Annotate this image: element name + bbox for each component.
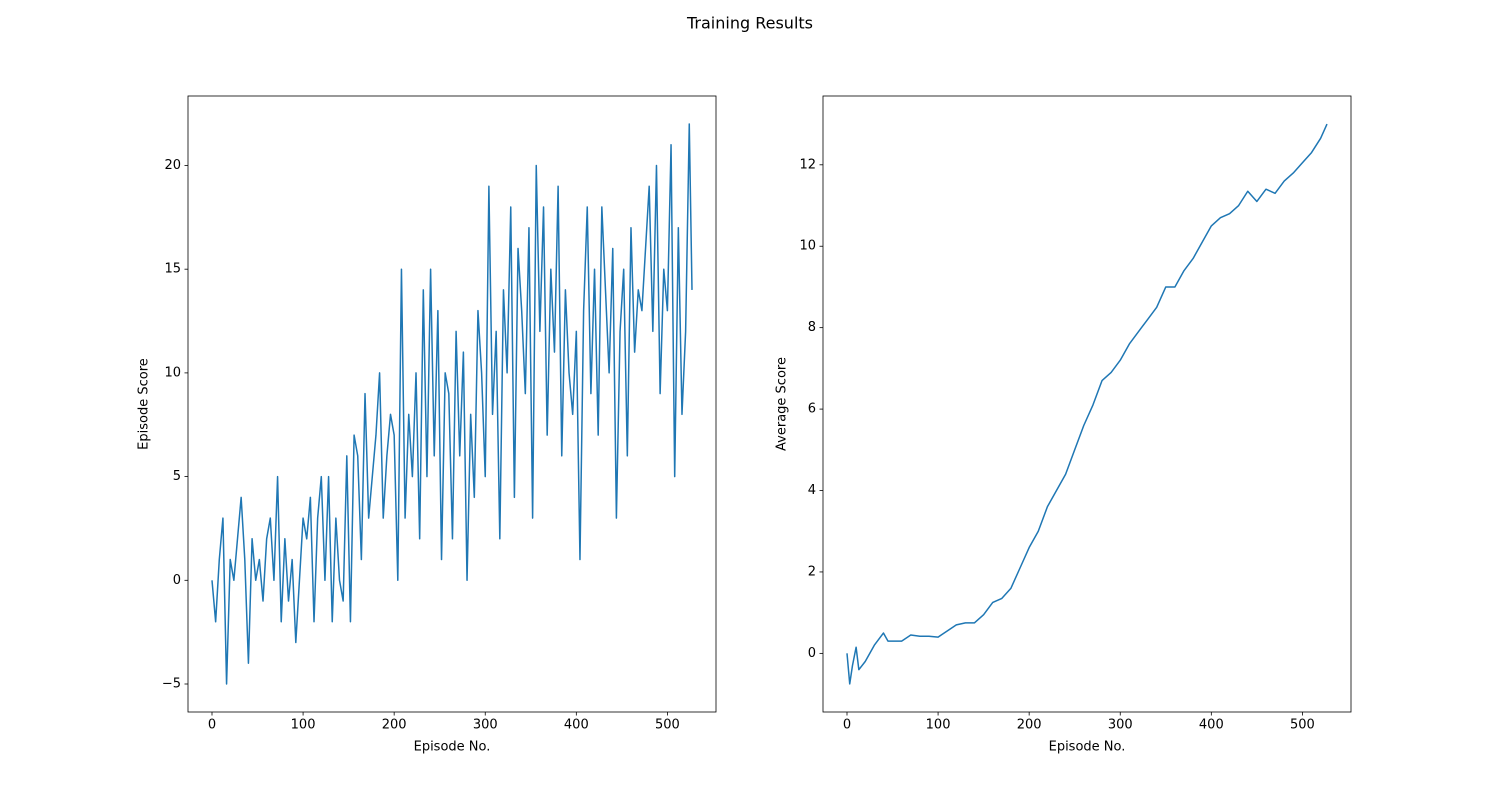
y-tick-label: 20 [164, 158, 181, 173]
x-axis-label: Episode No. [414, 740, 491, 755]
y-tick-label: 0 [173, 573, 181, 588]
x-tick-label: 300 [1108, 718, 1133, 733]
x-tick-label: 200 [1017, 718, 1042, 733]
y-tick-label: 2 [808, 564, 816, 579]
x-tick-label: 300 [473, 718, 498, 733]
x-tick-label: 500 [1290, 718, 1315, 733]
x-tick-label: 0 [843, 718, 851, 733]
y-axis-label: Episode Score [137, 358, 152, 450]
x-tick-label: 100 [926, 718, 951, 733]
x-tick-label: 200 [382, 718, 407, 733]
y-tick-label: 6 [808, 402, 816, 417]
axes-frame [822, 95, 1352, 713]
figure-title: Training Results [686, 14, 813, 33]
axes-frame [187, 95, 717, 713]
x-tick-label: 0 [208, 718, 216, 733]
y-tick-label: 10 [164, 365, 181, 380]
data-line [846, 123, 1328, 685]
y-tick-label: 0 [808, 646, 816, 661]
x-tick-label: 400 [564, 718, 589, 733]
y-tick-label: 10 [799, 239, 816, 254]
y-axis-label: Average Score [775, 357, 790, 451]
y-tick-label: 5 [173, 469, 181, 484]
x-axis-label: Episode No. [1049, 740, 1126, 755]
y-tick-label: 12 [799, 157, 816, 172]
y-tick-label: 15 [164, 262, 181, 277]
x-tick-label: 400 [1199, 718, 1224, 733]
x-tick-label: 100 [291, 718, 316, 733]
data-line [211, 123, 693, 685]
x-tick-label: 500 [655, 718, 680, 733]
y-tick-label: −5 [162, 677, 181, 692]
y-tick-label: 4 [808, 483, 816, 498]
y-tick-label: 8 [808, 320, 816, 335]
